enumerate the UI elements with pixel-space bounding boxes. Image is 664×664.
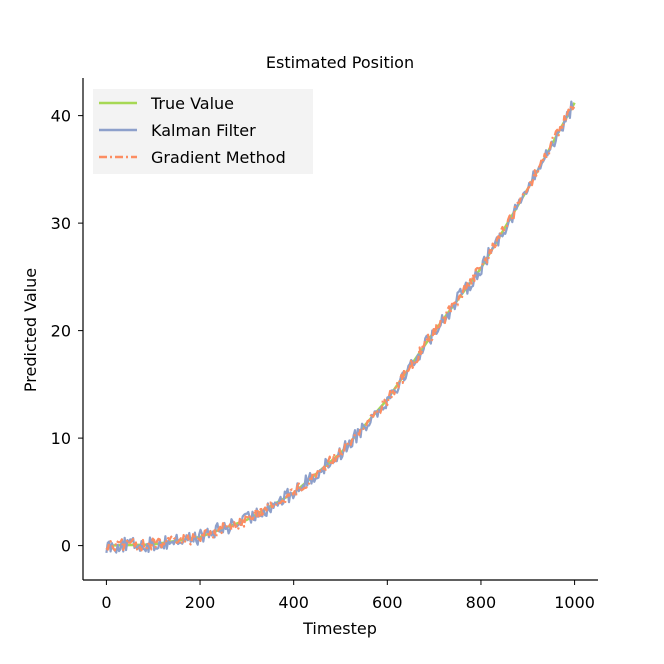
x-axis-label: Timestep (302, 619, 377, 638)
legend-label-gradient-method: Gradient Method (151, 148, 286, 167)
x-ticks: 0 200 400 600 800 1000 (101, 580, 595, 612)
x-tick-label: 600 (372, 593, 403, 612)
chart-title: Estimated Position (266, 53, 414, 72)
y-ticks: 0 10 20 30 40 (51, 107, 83, 556)
y-tick-label: 10 (51, 429, 71, 448)
plot-lines (105, 100, 576, 554)
x-tick-label: 200 (185, 593, 216, 612)
y-tick-label: 30 (51, 214, 71, 233)
x-tick-label: 1000 (554, 593, 595, 612)
y-tick-label: 20 (51, 322, 71, 341)
legend-label-true-value: True Value (150, 94, 234, 113)
x-tick-label: 0 (101, 593, 111, 612)
x-tick-label: 400 (278, 593, 309, 612)
series-line-gradient-method (105, 103, 576, 552)
axes (82, 78, 598, 581)
legend-label-kalman-filter: Kalman Filter (151, 121, 256, 140)
y-axis-label: Predicted Value (21, 268, 40, 392)
x-tick-label: 800 (466, 593, 497, 612)
y-tick-label: 40 (51, 107, 71, 126)
y-tick-label: 0 (61, 537, 71, 556)
legend: True Value Kalman Filter Gradient Method (93, 89, 313, 174)
